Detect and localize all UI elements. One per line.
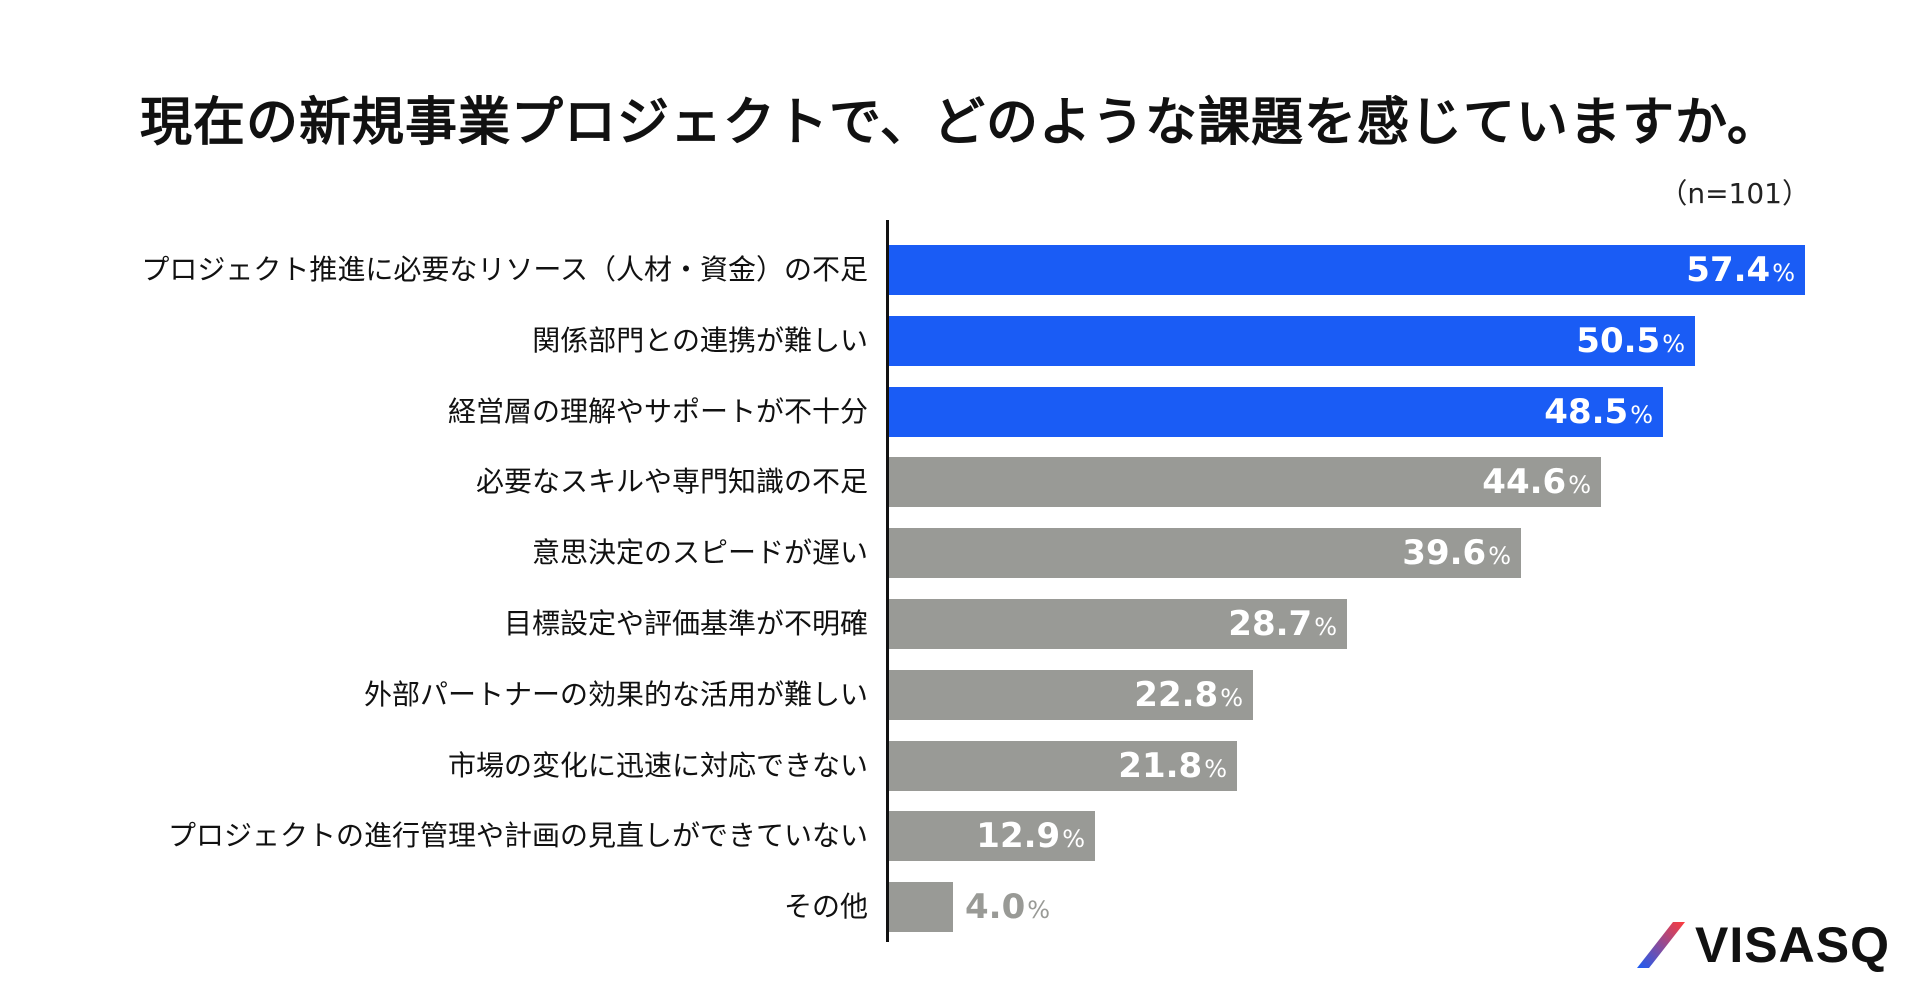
data-label-value: 21.8 [1118, 746, 1203, 786]
data-label: 12.9% [889, 811, 1085, 861]
bar [889, 811, 1095, 861]
category-label: その他 [783, 890, 868, 923]
bar [889, 882, 953, 932]
category-label: 必要なスキルや専門知識の不足 [475, 465, 868, 498]
visasq-logo-mark-icon [1637, 922, 1686, 968]
data-label-unit: % [1630, 401, 1653, 429]
category-label: プロジェクトの進行管理や計画の見直しができていない [167, 819, 868, 852]
data-label: 44.6% [889, 457, 1591, 507]
data-label-value: 28.7 [1228, 604, 1313, 644]
visasq-logo: VISASQ [1637, 915, 1890, 975]
bar [889, 245, 1805, 295]
data-label: 39.6% [889, 528, 1511, 578]
category-label: 関係部門との連携が難しい [532, 324, 868, 357]
data-label: 28.7% [889, 599, 1337, 649]
data-label-value: 4.0 [965, 887, 1026, 927]
data-label-value: 12.9 [976, 816, 1061, 856]
data-label-value: 50.5 [1576, 321, 1661, 361]
bar [889, 316, 1695, 366]
chart-title: 現在の新規事業プロジェクトで、どのような課題を感じていますか。 [140, 93, 1780, 153]
data-label-value: 48.5 [1544, 392, 1629, 432]
data-label: 57.4% [889, 245, 1795, 295]
data-label-unit: % [1062, 825, 1085, 853]
category-label: 目標設定や評価基準が不明確 [503, 607, 868, 640]
y-axis-line [886, 220, 889, 942]
data-label: 50.5% [889, 316, 1685, 366]
bar [889, 741, 1237, 791]
data-label-unit: % [1488, 542, 1511, 570]
data-label-unit: % [1314, 613, 1337, 641]
data-label-unit: % [1568, 471, 1591, 499]
category-label: 外部パートナーの効果的な活用が難しい [363, 678, 868, 711]
data-label-unit: % [1772, 259, 1795, 287]
data-label: 21.8% [889, 741, 1227, 791]
category-label: プロジェクト推進に必要なリソース（人材・資金）の不足 [141, 253, 868, 286]
category-label: 経営層の理解やサポートが不十分 [447, 395, 868, 428]
data-label: 48.5% [889, 387, 1653, 437]
data-label-value: 39.6 [1402, 533, 1487, 573]
data-label-unit: % [1220, 684, 1243, 712]
sample-size-note: （n=101） [1659, 177, 1810, 210]
data-label-unit: % [1204, 755, 1227, 783]
category-label: 市場の変化に迅速に対応できない [447, 749, 868, 782]
visasq-logo-text: VISASQ [1695, 917, 1890, 973]
data-label: 22.8% [889, 670, 1243, 720]
data-label-value: 57.4 [1686, 250, 1771, 290]
data-label: 4.0% [965, 882, 1050, 932]
bar [889, 670, 1253, 720]
category-label: 意思決定のスピードが遅い [531, 536, 868, 569]
data-label-unit: % [1027, 896, 1051, 924]
bar [889, 528, 1521, 578]
data-label-value: 22.8 [1134, 675, 1219, 715]
bar [889, 457, 1601, 507]
bar [889, 387, 1663, 437]
data-label-unit: % [1662, 330, 1685, 358]
data-label-value: 44.6 [1482, 462, 1567, 502]
bar [889, 599, 1347, 649]
